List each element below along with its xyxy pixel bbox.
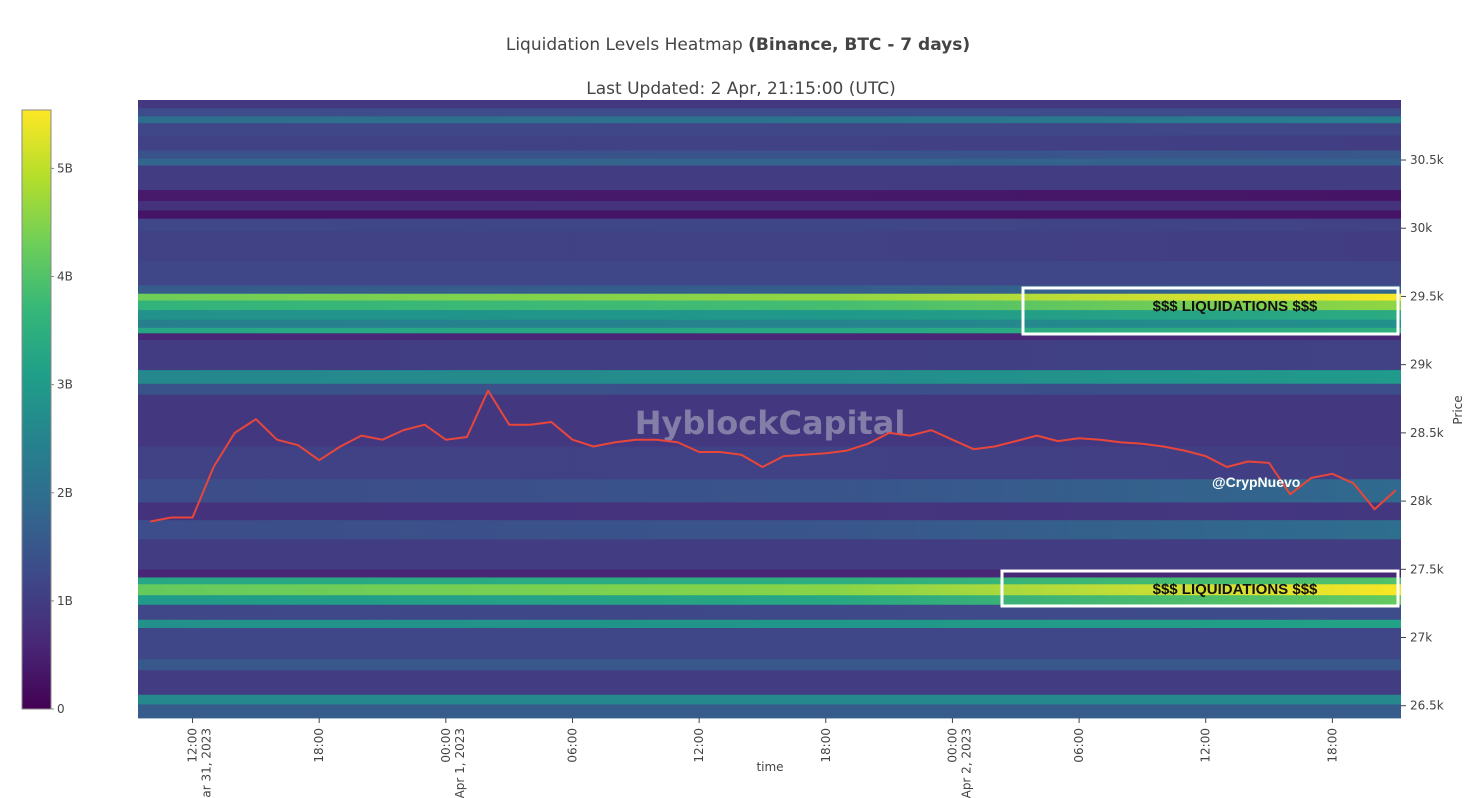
x-tick-label: 18:00 [1325,728,1339,763]
heatmap-band [138,370,1401,385]
price-line [150,389,1397,523]
heatmap-band [138,135,1401,151]
y-tick-label: 29.5k [1410,289,1444,303]
heatmap-band [138,340,1401,371]
annotation-box [1000,569,1400,608]
title-bold: (Binance, BTC - 7 days) [748,35,970,55]
y-axis-title: Price [1451,395,1465,424]
heatmap-band [138,123,1401,136]
heatmap-band [138,293,1401,301]
heatmap-band [138,539,1401,570]
heatmap-band [138,704,1401,719]
y-tick-label: 26.5k [1410,699,1444,713]
heatmap-band [138,394,1401,447]
heatmap-band [138,158,1401,166]
x-tick-date: Apr 2, 2023 [959,728,973,798]
heatmap-band [138,584,1401,596]
annotation-box [1021,286,1400,336]
x-tick-label: 12:00 [186,728,200,763]
heatmap-band [138,569,1401,578]
x-tick-label: 00:00 [439,728,453,763]
y-tick-label: 28k [1410,494,1432,508]
heatmap-band [138,333,1401,341]
watermark: HyblockCapital [635,404,906,442]
x-tick-label: 06:00 [1072,728,1086,763]
y-tick-label: 27k [1410,631,1432,645]
x-tick-label: 12:00 [1199,728,1213,763]
x-tick-date: Mar 31, 2023 [200,728,214,798]
heatmap-band [138,100,1401,109]
colorbar-tick-label: 4B [57,270,73,284]
x-tick-label: 00:00 [945,728,959,763]
heatmap-band [138,108,1401,117]
x-tick-label: 12:00 [692,728,706,763]
heatmap-band [138,327,1401,334]
heatmap-band [138,627,1401,660]
colorbar-tick-label: 3B [57,378,73,392]
heatmap-band [138,659,1401,671]
colorbar [21,109,52,710]
heatmap-band [138,190,1401,202]
heatmap-band [138,116,1401,124]
heatmap-band [138,694,1401,705]
heatmap-band [138,165,1401,191]
title-text: Liquidation Levels Heatmap [506,35,748,55]
y-tick-label: 28.5k [1410,426,1444,440]
colorbar-tick-label: 2B [57,486,73,500]
heatmap-band [138,210,1401,220]
heatmap-band [138,670,1401,696]
annotation-text: $$$ LIQUIDATIONS $$$ [1153,298,1318,315]
annotation-text: $$$ LIQUIDATIONS $$$ [1153,581,1318,598]
y-tick-label: 30k [1410,221,1432,235]
heatmap-band [138,218,1401,232]
heatmap-band [138,502,1401,521]
colorbar-tick-label: 0 [57,702,65,716]
x-tick-label: 18:00 [819,728,833,763]
heatmap-band [138,260,1401,286]
heatmap-band [138,479,1401,503]
heatmap-band [138,595,1401,606]
y-tick-label: 30.5k [1410,153,1444,167]
colorbar-tick-label: 5B [57,161,73,175]
heatmap-band [138,230,1401,262]
x-axis-title: time [756,760,783,774]
handle: @CrypNuevo [1212,474,1300,490]
heatmap-band [138,150,1401,160]
heatmap-band [138,383,1401,396]
heatmap-band [138,619,1401,629]
heatmap-band [138,604,1401,621]
heatmap-band [138,300,1401,311]
x-tick-date: Apr 1, 2023 [453,728,467,798]
heatmap-band [138,520,1401,540]
heatmap-band [138,285,1401,295]
x-tick-label: 18:00 [312,728,326,763]
heatmap-band [138,577,1401,585]
heatmap-band [138,200,1401,211]
colorbar-tick-label: 1B [57,594,73,608]
heatmap-band [138,310,1401,321]
chart-title: Liquidation Levels Heatmap (Binance, BTC… [506,35,970,55]
heatmap-band [138,319,1401,329]
y-tick-label: 29k [1410,358,1432,372]
chart-subtitle: Last Updated: 2 Apr, 21:15:00 (UTC) [586,79,895,99]
x-tick-label: 06:00 [565,728,579,763]
y-tick-label: 27.5k [1410,562,1444,576]
